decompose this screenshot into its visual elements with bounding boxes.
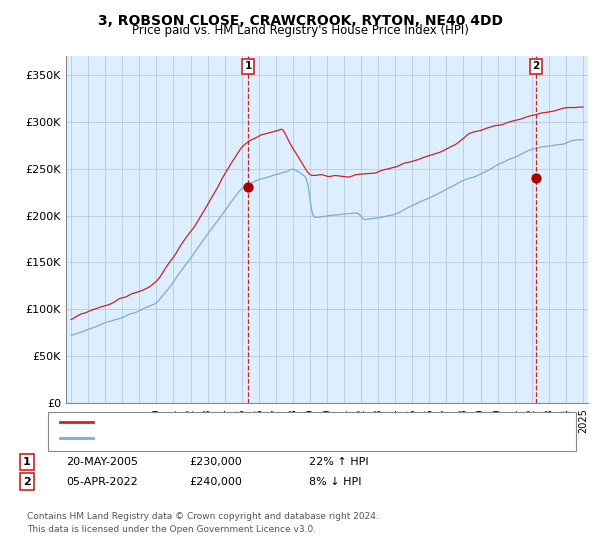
Text: 2: 2 (23, 477, 31, 487)
Point (532, 174, 541, 183)
Text: 05-APR-2022: 05-APR-2022 (66, 477, 138, 487)
Text: 8% ↓ HPI: 8% ↓ HPI (309, 477, 361, 487)
Text: 1: 1 (23, 457, 31, 467)
Text: 2: 2 (533, 61, 540, 71)
Point (244, 183, 253, 192)
Text: HPI: Average price, detached house, Gateshead: HPI: Average price, detached house, Gate… (99, 433, 349, 444)
Text: 3, ROBSON CLOSE, CRAWCROOK, RYTON, NE40 4DD (detached house): 3, ROBSON CLOSE, CRAWCROOK, RYTON, NE40 … (99, 417, 466, 427)
Text: 20-MAY-2005: 20-MAY-2005 (66, 457, 138, 467)
Text: 3, ROBSON CLOSE, CRAWCROOK, RYTON, NE40 4DD: 3, ROBSON CLOSE, CRAWCROOK, RYTON, NE40 … (97, 14, 503, 28)
Text: Contains HM Land Registry data © Crown copyright and database right 2024.
This d: Contains HM Land Registry data © Crown c… (27, 512, 379, 534)
Text: £240,000: £240,000 (189, 477, 242, 487)
Text: 22% ↑ HPI: 22% ↑ HPI (309, 457, 368, 467)
Text: £230,000: £230,000 (189, 457, 242, 467)
Text: Price paid vs. HM Land Registry's House Price Index (HPI): Price paid vs. HM Land Registry's House … (131, 24, 469, 37)
Text: 1: 1 (245, 61, 252, 71)
